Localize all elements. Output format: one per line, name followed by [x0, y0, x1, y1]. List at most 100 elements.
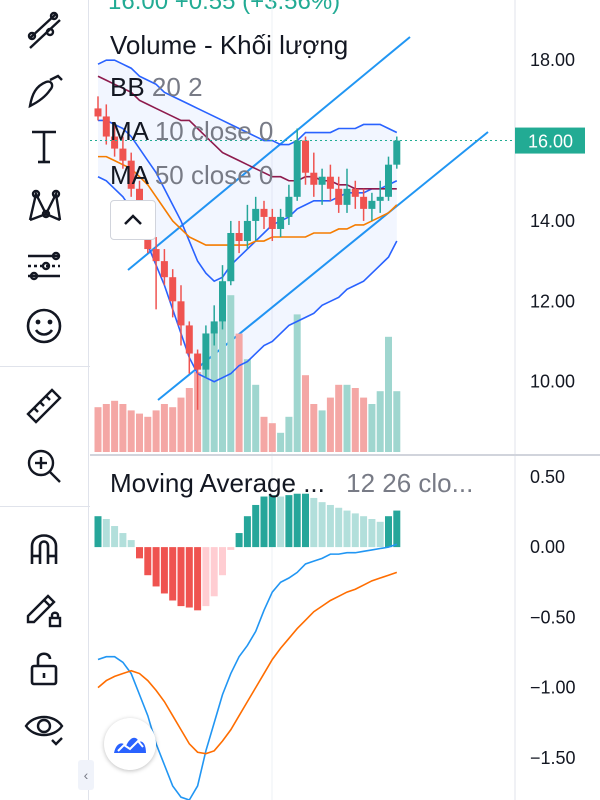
emoji-button[interactable] [14, 302, 74, 350]
legend-ma50[interactable]: MA 50 close 0 [110, 160, 273, 191]
macd-tick-label: 0.50 [530, 467, 565, 487]
current-price-badge [515, 127, 585, 154]
macd-histogram-bar [160, 547, 168, 594]
legend-macd-params: 12 26 clo... [346, 468, 474, 498]
prediction-button[interactable] [14, 242, 74, 290]
volume-bar [144, 416, 152, 452]
legend-macd[interactable]: Moving Average ... 12 26 clo... [110, 468, 473, 499]
collapse-toolbar-button[interactable]: ‹ [78, 760, 94, 790]
macd-histogram-bar [368, 519, 376, 548]
tradingview-logo-button[interactable] [104, 718, 156, 770]
volume-bar [177, 397, 185, 452]
macd-histogram-bar [227, 547, 235, 550]
volume-bar [368, 404, 376, 452]
candle-body [219, 281, 226, 322]
lock-drawings-icon [26, 594, 62, 628]
candle-body [194, 353, 202, 370]
macd-histogram-bar [260, 496, 268, 548]
candle-body [127, 160, 135, 189]
ruler-button[interactable] [14, 382, 74, 430]
legend-bb[interactable]: BB 20 2 [110, 72, 203, 103]
volume-bar [119, 404, 127, 452]
candle-body [111, 136, 119, 149]
current-price-label: 16.00 [528, 132, 573, 152]
macd-histogram-bar [144, 547, 152, 576]
tradingview-logo-icon [114, 737, 146, 753]
text-tool-button[interactable] [14, 122, 74, 170]
hide-drawings-button[interactable] [14, 704, 74, 752]
macd-histogram-bar [94, 516, 102, 548]
macd-histogram-bar [360, 516, 368, 548]
volume-bar [385, 336, 392, 452]
macd-histogram-bar [318, 502, 326, 548]
collapse-legend-button[interactable] [110, 200, 156, 240]
candle-body [335, 188, 343, 205]
zoom-in-button[interactable] [14, 442, 74, 490]
macd-tick-label: 0.00 [530, 537, 565, 557]
volume-bar [219, 300, 226, 452]
volume-bar [127, 410, 135, 452]
patterns-button[interactable] [14, 182, 74, 230]
volume-bar [293, 314, 301, 452]
legend-volume-label: Volume - Khối lượng [110, 30, 349, 60]
volume-bar [102, 404, 110, 452]
legend-ma10[interactable]: MA 10 close 0 [110, 116, 273, 147]
macd-tick-label: −1.50 [530, 748, 576, 768]
macd-histogram-bar [326, 504, 334, 548]
lock-drawings-button[interactable] [14, 584, 74, 632]
volume-bar [152, 410, 160, 452]
volume-bar [335, 384, 343, 452]
signal-line [97, 571, 398, 755]
macd-histogram-bar [385, 516, 392, 548]
candle-body [351, 188, 359, 197]
candle-body [119, 148, 127, 161]
macd-histogram-bar [102, 519, 110, 548]
legend-volume[interactable]: Volume - Khối lượng [110, 30, 348, 61]
volume-bar [376, 391, 384, 452]
macd-histogram-bar [252, 504, 260, 548]
candle-body [260, 208, 268, 217]
price-tick-label: 12.00 [530, 291, 575, 311]
trend-line-tools-button[interactable] [14, 6, 74, 54]
candle-body [277, 216, 285, 229]
chevron-up-icon [124, 214, 142, 225]
volume-bar [160, 404, 168, 452]
candle-body [318, 176, 326, 185]
macd-histogram-bar [351, 513, 359, 548]
macd-histogram-bar [169, 547, 177, 601]
volume-bar [111, 400, 119, 452]
candle-body [268, 216, 276, 229]
brush-button[interactable] [14, 66, 74, 114]
magnet-button[interactable] [14, 524, 74, 572]
macd-lines [97, 543, 398, 800]
candle-body [293, 140, 301, 197]
candle-body [360, 196, 368, 209]
candle-body [285, 196, 293, 217]
macd-histogram-bar [293, 493, 301, 548]
candle-body [368, 200, 376, 209]
volume-bar [360, 397, 368, 452]
trend-line-tools-icon [27, 11, 61, 49]
volume-bar [194, 372, 202, 452]
candle-body [252, 208, 260, 221]
legend-ma10-name: MA [110, 116, 148, 146]
volume-bar [94, 407, 102, 452]
macd-histogram-bar [152, 547, 160, 587]
macd-histogram-bar [185, 547, 193, 608]
unlock-button[interactable] [14, 644, 74, 692]
magnet-icon [30, 534, 58, 564]
eye-icon [24, 715, 64, 746]
bb-upper-line [97, 59, 398, 146]
prediction-icon [28, 251, 61, 281]
macd-histogram-bar [302, 493, 309, 548]
candle-body [169, 277, 177, 302]
candle-body [376, 196, 384, 201]
drawing-toolbar [0, 0, 90, 800]
candle-body [227, 232, 235, 282]
volume-bar [285, 416, 293, 452]
volume-bar [351, 388, 359, 452]
candle-body [310, 172, 318, 185]
volume-bar [393, 391, 401, 452]
ruler-icon [26, 388, 62, 424]
